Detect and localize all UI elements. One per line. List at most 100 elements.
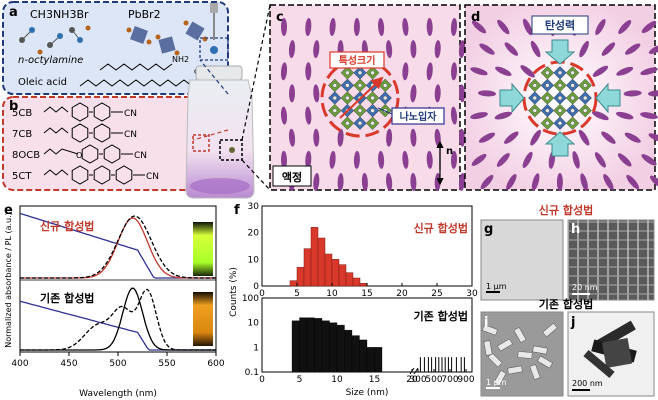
nanorod-icon	[493, 370, 507, 386]
droplet-icon	[210, 46, 218, 54]
lc-molecule-icon	[594, 152, 606, 168]
hist-bar-old	[329, 322, 338, 373]
panel-f-label: f	[234, 203, 240, 218]
hist-bar-old	[306, 317, 315, 373]
y-tick-label-top: 20	[248, 229, 260, 239]
cation-icon	[332, 108, 338, 113]
alkyl-chain-icon	[43, 169, 69, 176]
scale-j: 200 nm	[572, 379, 603, 388]
bottle-region-black-box	[219, 139, 243, 161]
lc-molecule-icon	[450, 18, 458, 36]
bottle-illustration	[185, 3, 255, 199]
spectra-ylabel: Normalized absorbance / PL (a.u.)	[4, 212, 13, 348]
lc-molecule-icon	[450, 62, 458, 81]
lc-molecule-icon	[337, 173, 344, 191]
cation-icon	[382, 95, 388, 101]
connector-lines	[192, 4, 271, 191]
bottle-region-red-box	[192, 134, 210, 152]
x-tick-label-bottom: 20	[406, 375, 418, 385]
lc-molecule-icon	[434, 84, 441, 103]
size-label-box	[329, 51, 385, 69]
bottle-liquid-icon	[190, 178, 250, 194]
lc-molecule-icon	[592, 65, 609, 77]
amine-chain-icon	[99, 63, 173, 71]
lc-molecule-icon	[478, 132, 496, 143]
lc-molecule-icon	[572, 151, 580, 169]
hist-bar-new	[359, 283, 368, 287]
cyano-group: CN	[124, 130, 137, 140]
chem-pbbr2: PbBr2	[128, 8, 161, 21]
lc-molecule-icon	[617, 153, 632, 167]
lc-molecule-icon	[504, 131, 519, 144]
benzene-ring-icon	[81, 144, 99, 164]
lc-molecule-icon	[288, 128, 296, 147]
lc-molecule-icon	[496, 152, 510, 167]
alkyl-chain-icon	[43, 127, 69, 134]
x-tick-label-bottom: 500	[425, 375, 442, 385]
x-tick-label-top: 5	[294, 289, 300, 299]
cation-icon	[345, 120, 350, 126]
spectra-xlabel: Wavelength (nm)	[79, 389, 157, 399]
cyano-group: CN	[146, 172, 159, 182]
lc-molecule-icon	[450, 150, 458, 169]
cation-icon	[582, 108, 588, 113]
director-label: n	[446, 146, 453, 157]
lc-molecule-icon	[410, 173, 417, 191]
lc-molecule-icon	[506, 174, 517, 190]
lc-molecule-icon	[470, 112, 488, 120]
hist-ylabel: Counts (%)	[229, 267, 239, 317]
pl-curve-new-dashed	[20, 215, 216, 279]
lc-molecule-icon	[640, 112, 658, 120]
lc-molecule-icon	[305, 106, 312, 125]
spectra-curves	[19, 212, 216, 351]
hist-bar-old	[291, 320, 300, 373]
cation-icon	[557, 83, 563, 88]
lc-molecule-icon	[450, 106, 458, 125]
hist-bar-new	[324, 253, 333, 287]
hist-bar-old	[336, 324, 345, 373]
lc-molecule-icon	[648, 44, 658, 54]
lc-label: 액정	[282, 170, 302, 184]
hist-bar-old	[314, 318, 323, 373]
oxygen-atom: O	[76, 151, 82, 160]
nanorod-icon	[517, 351, 533, 359]
cation-icon	[532, 95, 538, 101]
cation-icon	[332, 95, 338, 101]
x-tick-label-top: 30	[466, 289, 478, 299]
lc-molecule-icon	[280, 106, 288, 125]
cation-icon	[370, 108, 375, 113]
lc-molecule-icon	[618, 20, 632, 34]
lc-label-box	[272, 165, 312, 187]
panel-c: c 특성크기 나노입자 액정 n	[269, 4, 466, 191]
cation-icon	[345, 70, 350, 76]
cation-icon	[557, 108, 563, 113]
lc-molecule-icon	[288, 84, 296, 103]
lc-molecule-icon	[410, 40, 417, 59]
lc-molecule-icon	[641, 20, 657, 34]
alkyl-chain-icon	[43, 148, 79, 155]
axis-break-icon	[409, 367, 419, 375]
cation-icon	[357, 108, 363, 113]
lc-molecule-icon	[522, 151, 533, 168]
lc-name: 5CB	[12, 108, 32, 119]
hist-bar-old	[366, 347, 375, 373]
panel-c-label: c	[276, 10, 284, 25]
syringe-body-icon	[210, 3, 218, 13]
x-tick-label-bottom: 0	[259, 375, 265, 385]
benzene-ring-icon	[71, 102, 89, 122]
benzene-ring-icon	[93, 102, 111, 122]
y-tick-label-bottom: 1	[253, 343, 259, 353]
elastic-arrows-icon	[499, 39, 621, 157]
amine-nh2: NH2	[172, 55, 189, 64]
lc-molecule-icon	[648, 90, 658, 97]
hist-top-bars	[289, 227, 368, 287]
cyano-group: CN	[134, 151, 147, 161]
lc-molecule-icon	[494, 111, 512, 120]
x-tick-label: 500	[109, 359, 126, 369]
cation-icon	[532, 83, 538, 88]
lc-molecule-icon	[480, 174, 494, 190]
lc-molecule-icon	[495, 66, 512, 76]
lc-molecule-icon	[603, 174, 614, 190]
vial-green-photo	[193, 222, 213, 276]
